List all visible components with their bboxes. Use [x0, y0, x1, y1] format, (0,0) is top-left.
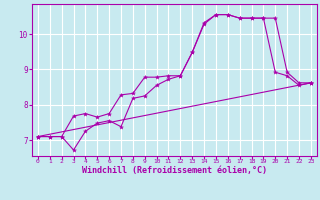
X-axis label: Windchill (Refroidissement éolien,°C): Windchill (Refroidissement éolien,°C) [82, 166, 267, 175]
